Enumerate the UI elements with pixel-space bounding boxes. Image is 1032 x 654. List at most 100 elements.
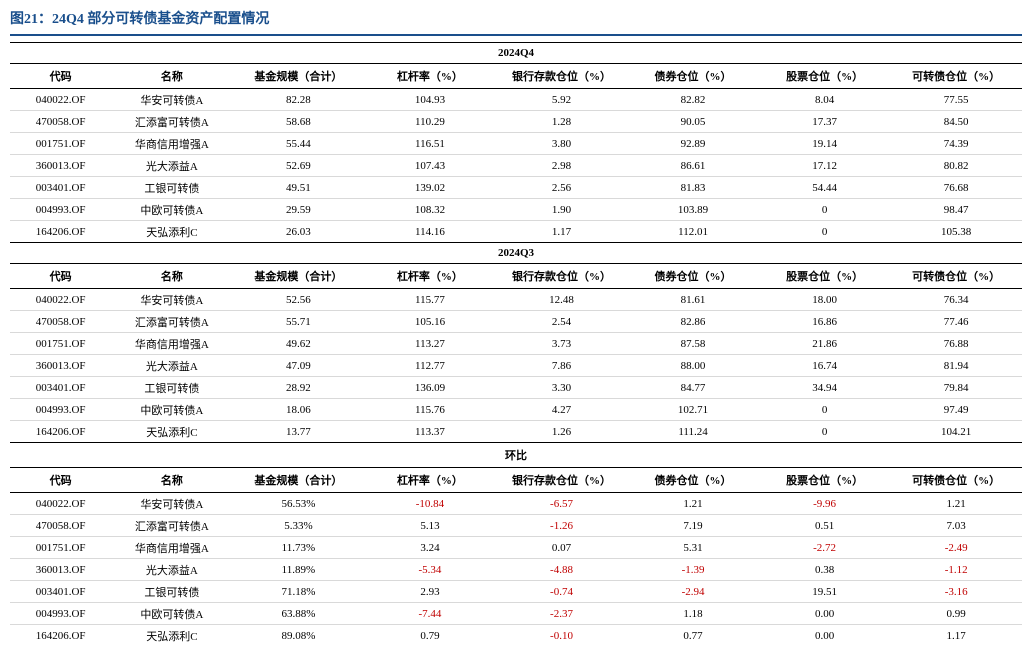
fund-name: 华安可转债A <box>111 289 232 311</box>
data-cell: 87.58 <box>627 333 759 355</box>
fund-code: 001751.OF <box>10 133 111 155</box>
data-cell: 17.12 <box>759 155 891 177</box>
data-cell: 5.92 <box>496 89 628 111</box>
data-cell: -0.10 <box>496 625 628 647</box>
data-cell: 1.26 <box>496 421 628 443</box>
data-cell: 115.77 <box>364 289 496 311</box>
data-cell: 28.92 <box>233 377 365 399</box>
data-cell: 17.37 <box>759 111 891 133</box>
data-cell: 1.18 <box>627 603 759 625</box>
column-header: 代码 <box>10 468 111 493</box>
fund-code: 470058.OF <box>10 515 111 537</box>
data-cell: 139.02 <box>364 177 496 199</box>
data-cell: 80.82 <box>890 155 1022 177</box>
data-cell: 74.39 <box>890 133 1022 155</box>
table-row: 040022.OF华安可转债A56.53%-10.84-6.571.21-9.9… <box>10 493 1022 515</box>
data-cell: 21.86 <box>759 333 891 355</box>
fund-code: 004993.OF <box>10 603 111 625</box>
data-cell: 5.31 <box>627 537 759 559</box>
column-header: 银行存款仓位（%） <box>496 64 628 89</box>
data-cell: 97.49 <box>890 399 1022 421</box>
fund-name: 华安可转债A <box>111 89 232 111</box>
fund-code: 003401.OF <box>10 177 111 199</box>
data-cell: 63.88% <box>233 603 365 625</box>
data-cell: 4.27 <box>496 399 628 421</box>
section-title: 2024Q4 <box>10 43 1022 64</box>
data-cell: 113.27 <box>364 333 496 355</box>
fund-name: 中欧可转债A <box>111 399 232 421</box>
column-header: 名称 <box>111 264 232 289</box>
data-cell: 111.24 <box>627 421 759 443</box>
table-row: 040022.OF华安可转债A82.28104.935.9282.828.047… <box>10 89 1022 111</box>
column-header: 杠杆率（%） <box>364 64 496 89</box>
table-row: 360013.OF光大添益A47.09112.777.8688.0016.748… <box>10 355 1022 377</box>
fund-name: 华商信用增强A <box>111 133 232 155</box>
column-header: 股票仓位（%） <box>759 264 891 289</box>
data-cell: 1.17 <box>890 625 1022 647</box>
data-cell: 86.61 <box>627 155 759 177</box>
data-cell: 19.14 <box>759 133 891 155</box>
column-header: 银行存款仓位（%） <box>496 264 628 289</box>
data-cell: -1.39 <box>627 559 759 581</box>
data-cell: 52.56 <box>233 289 365 311</box>
data-cell: 18.06 <box>233 399 365 421</box>
data-cell: 105.16 <box>364 311 496 333</box>
column-header: 代码 <box>10 64 111 89</box>
data-cell: 1.21 <box>890 493 1022 515</box>
data-cell: 98.47 <box>890 199 1022 221</box>
fund-code: 003401.OF <box>10 377 111 399</box>
data-cell: 90.05 <box>627 111 759 133</box>
data-cell: 49.62 <box>233 333 365 355</box>
data-cell: 0.99 <box>890 603 1022 625</box>
fund-code: 040022.OF <box>10 289 111 311</box>
data-cell: 2.56 <box>496 177 628 199</box>
table-row: 470058.OF汇添富可转债A55.71105.162.5482.8616.8… <box>10 311 1022 333</box>
column-header: 可转债仓位（%） <box>890 264 1022 289</box>
table-row: 003401.OF工银可转债49.51139.022.5681.8354.447… <box>10 177 1022 199</box>
data-cell: -5.34 <box>364 559 496 581</box>
fund-name: 天弘添利C <box>111 421 232 443</box>
data-cell: 0.79 <box>364 625 496 647</box>
figure-title: 图21：24Q4 部分可转债基金资产配置情况 <box>10 8 1022 36</box>
fund-name: 光大添益A <box>111 355 232 377</box>
table-row: 001751.OF华商信用增强A55.44116.513.8092.8919.1… <box>10 133 1022 155</box>
fund-code: 004993.OF <box>10 199 111 221</box>
data-cell: 56.53% <box>233 493 365 515</box>
data-cell: 49.51 <box>233 177 365 199</box>
data-cell: 5.33% <box>233 515 365 537</box>
data-cell: -10.84 <box>364 493 496 515</box>
data-cell: 88.00 <box>627 355 759 377</box>
data-cell: -2.49 <box>890 537 1022 559</box>
data-cell: 102.71 <box>627 399 759 421</box>
table-row: 164206.OF天弘添利C13.77113.371.26111.240104.… <box>10 421 1022 443</box>
data-cell: 77.46 <box>890 311 1022 333</box>
fund-name: 工银可转债 <box>111 581 232 603</box>
fund-name: 天弘添利C <box>111 625 232 647</box>
fund-code: 470058.OF <box>10 311 111 333</box>
data-cell: 5.13 <box>364 515 496 537</box>
section-title: 2024Q3 <box>10 243 1022 264</box>
data-cell: 16.74 <box>759 355 891 377</box>
data-cell: 71.18% <box>233 581 365 603</box>
data-cell: 115.76 <box>364 399 496 421</box>
fund-code: 164206.OF <box>10 625 111 647</box>
data-cell: 54.44 <box>759 177 891 199</box>
data-cell: 113.37 <box>364 421 496 443</box>
table-row: 001751.OF华商信用增强A11.73%3.240.075.31-2.72-… <box>10 537 1022 559</box>
data-cell: 82.82 <box>627 89 759 111</box>
data-cell: 55.44 <box>233 133 365 155</box>
data-cell: 76.68 <box>890 177 1022 199</box>
column-header: 债券仓位（%） <box>627 64 759 89</box>
fund-name: 中欧可转债A <box>111 603 232 625</box>
fund-code: 164206.OF <box>10 221 111 243</box>
table-row: 164206.OF天弘添利C89.08%0.79-0.100.770.001.1… <box>10 625 1022 647</box>
fund-code: 001751.OF <box>10 537 111 559</box>
data-cell: -9.96 <box>759 493 891 515</box>
data-cell: 18.00 <box>759 289 891 311</box>
fund-code: 164206.OF <box>10 421 111 443</box>
data-cell: 1.21 <box>627 493 759 515</box>
fund-code: 040022.OF <box>10 493 111 515</box>
data-cell: 92.89 <box>627 133 759 155</box>
data-cell: 7.19 <box>627 515 759 537</box>
data-cell: 76.88 <box>890 333 1022 355</box>
